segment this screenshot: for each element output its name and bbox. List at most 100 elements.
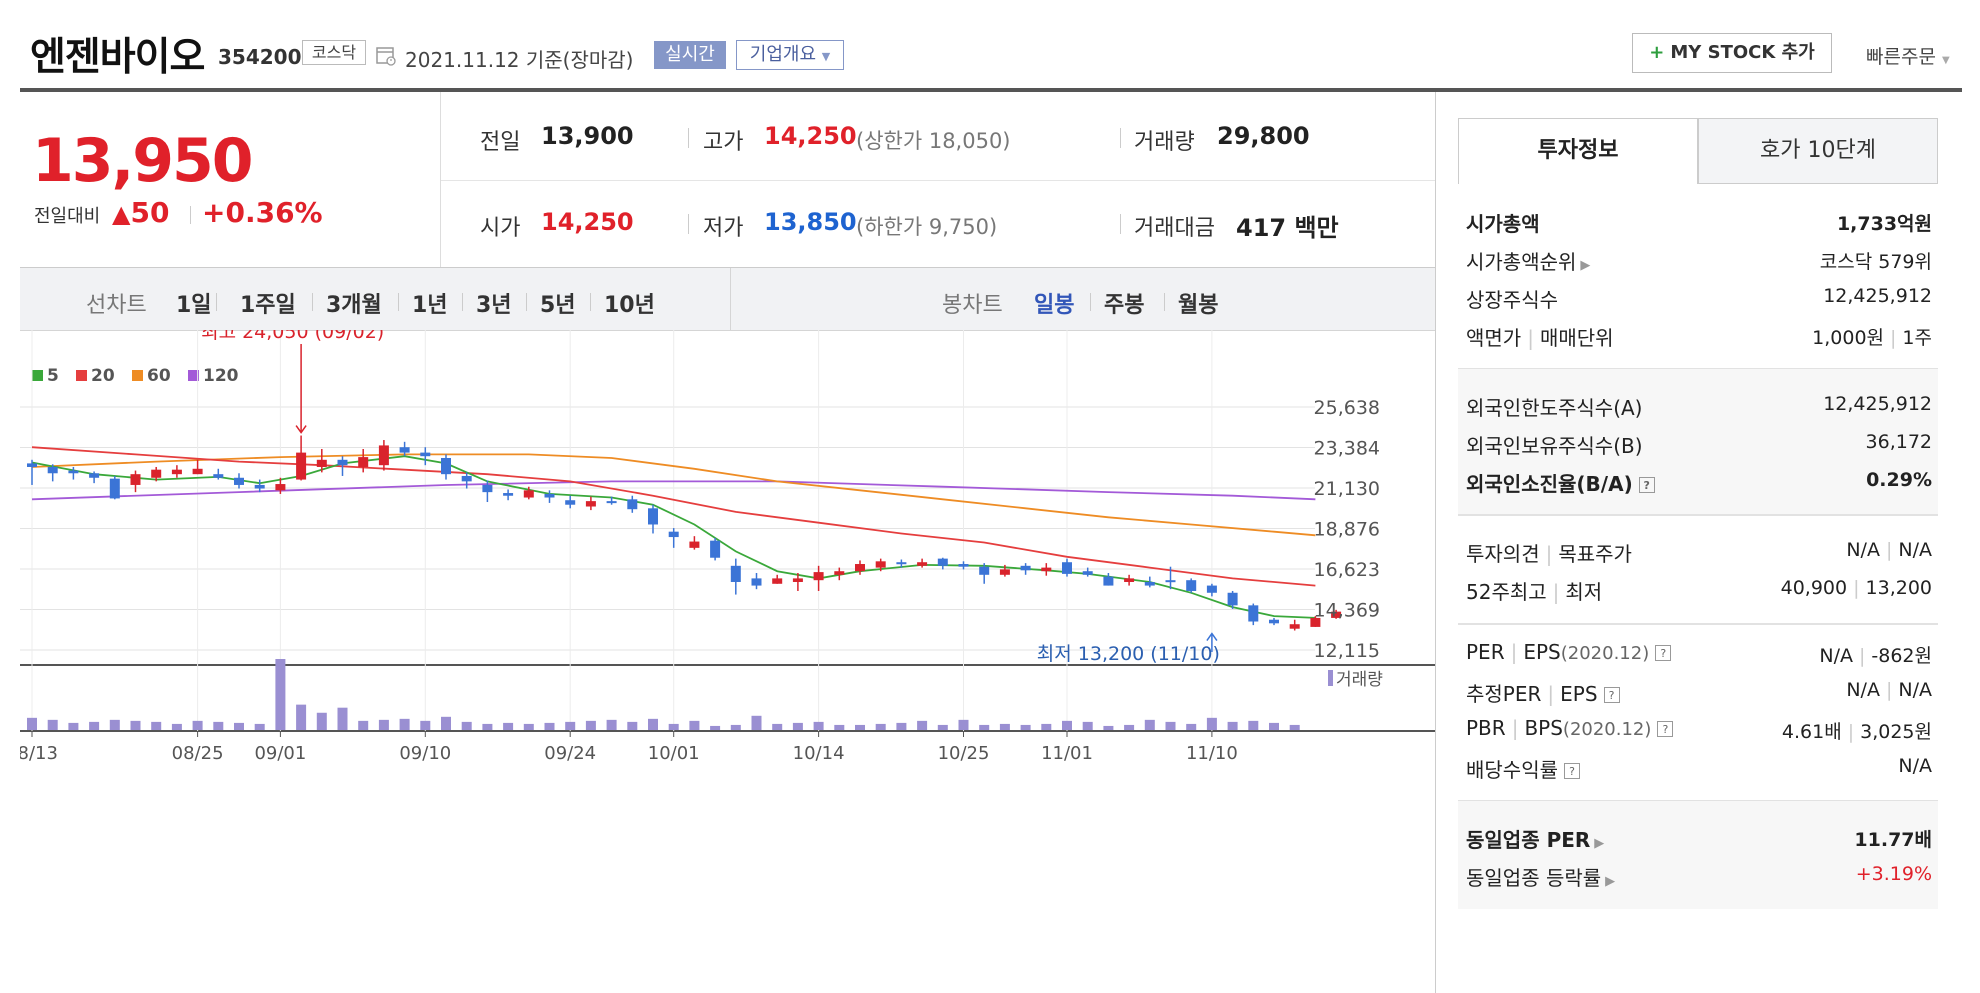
info-label: 시가총액	[1466, 212, 1540, 236]
date-label: 2021.11.12 기준(장마감)	[405, 48, 634, 72]
candles	[27, 435, 1342, 631]
volume-bar	[1165, 721, 1176, 730]
candle-body	[1103, 576, 1114, 586]
sector-group	[1458, 800, 1938, 909]
candle-body	[378, 445, 389, 466]
low-arrow-head	[1206, 632, 1218, 641]
company-info-label: 기업개요	[749, 44, 817, 65]
volume-bar	[378, 719, 389, 730]
volume-bar	[772, 723, 783, 730]
info-row-value: N/A	[1672, 755, 1932, 777]
info-value: N/A	[1819, 645, 1853, 667]
y-tick-label: 18,876	[1314, 519, 1380, 541]
info-row-label: 시가총액	[1466, 208, 1540, 237]
candle-body	[1331, 611, 1342, 618]
foreign-group	[1458, 368, 1938, 514]
legend-swatch-20	[76, 370, 87, 381]
y-tick-label: 25,638	[1314, 397, 1380, 419]
volume-bar	[1186, 723, 1197, 730]
add-mystock-button[interactable]: + MY STOCK 추가	[1632, 33, 1832, 73]
info-label: 52주최고	[1466, 580, 1547, 604]
divider	[312, 293, 313, 311]
candle-body	[896, 562, 907, 565]
candle-daily[interactable]: 일봉	[1034, 293, 1075, 318]
info-value: 40,900	[1780, 577, 1848, 599]
info-row-label[interactable]: 시가총액순위 ▶	[1466, 246, 1590, 275]
candle-chart-label: 봉차트	[942, 293, 1003, 318]
period-3m[interactable]: 3개월	[326, 293, 382, 318]
volume-bar	[937, 724, 948, 730]
candle-monthly[interactable]: 월봉	[1178, 293, 1219, 318]
volume-bar	[1082, 721, 1093, 730]
volume-bar	[1020, 724, 1031, 730]
x-tick-label: 11/10	[1186, 743, 1238, 764]
volume-bar	[151, 721, 162, 730]
candle-body	[27, 463, 37, 467]
info-value: N/A	[1846, 539, 1880, 561]
candle-body	[999, 569, 1010, 575]
volume-bar	[565, 721, 576, 730]
period-1y[interactable]: 1년	[412, 293, 448, 318]
candle-body	[648, 508, 658, 525]
candle-body	[1186, 580, 1197, 591]
help-icon[interactable]: ?	[1564, 763, 1580, 779]
volume-bar	[441, 716, 451, 730]
info-row-label: PBR | BPS(2020.12)?	[1466, 716, 1674, 740]
quick-order-button[interactable]: 빠른주문 ▼	[1866, 42, 1950, 69]
candle-body	[875, 561, 886, 568]
info-row-value: 40,900 | 13,200	[1780, 577, 1932, 599]
divider	[526, 293, 527, 311]
volume-bar	[27, 717, 37, 730]
volume-bar	[1227, 721, 1238, 730]
candle-body	[213, 474, 224, 478]
candle-body	[1289, 624, 1300, 629]
chevron-down-icon: ▼	[1941, 55, 1950, 66]
volume-bar	[316, 712, 327, 730]
candle-body	[544, 493, 555, 498]
help-icon[interactable]: ?	[1603, 687, 1620, 703]
candle-body	[275, 484, 286, 491]
info-value: 1,733억원	[1836, 213, 1932, 235]
info-value: +3.19%	[1855, 863, 1932, 885]
tab-order-book[interactable]: 호가 10단계	[1698, 118, 1938, 184]
candle-weekly[interactable]: 주봉	[1104, 293, 1145, 318]
info-row-label[interactable]: 동일업종 등락률 ▶	[1466, 862, 1615, 891]
open-value: 14,250	[541, 208, 634, 236]
high-annotation: 최고 24,050 (09/02)	[201, 330, 384, 343]
candle-body	[337, 459, 348, 466]
volume-bar	[875, 723, 886, 730]
change-amount-value: 50	[130, 196, 170, 229]
chevron-right-icon: ▶	[1605, 874, 1616, 889]
tab-invest-info[interactable]: 투자정보	[1458, 118, 1698, 184]
period-10y[interactable]: 10년	[604, 293, 655, 318]
candle-body	[420, 452, 431, 457]
candle-body	[606, 501, 617, 504]
divider	[462, 293, 463, 311]
divider	[1458, 514, 1938, 516]
volume-bar	[710, 725, 721, 730]
period-3y[interactable]: 3년	[476, 293, 512, 318]
candle-body	[668, 531, 679, 538]
volume-bar	[958, 719, 969, 730]
period-1w[interactable]: 1주일	[240, 293, 296, 318]
stock-name: 엔젠바이오	[30, 35, 205, 80]
help-icon[interactable]: ?	[1657, 721, 1674, 737]
info-row-label: 외국인한도주식수(A)	[1466, 392, 1643, 421]
volume-bar	[1144, 719, 1155, 730]
help-icon[interactable]: ?	[1655, 645, 1672, 661]
info-row-label[interactable]: 동일업종 PER ▶	[1466, 824, 1604, 853]
period-1d[interactable]: 1일	[176, 293, 212, 318]
volume-bar	[358, 720, 369, 730]
divider	[441, 180, 1436, 181]
help-icon[interactable]: ?	[1638, 477, 1655, 493]
info-row-label: 상장주식수	[1466, 284, 1558, 313]
high-value: 14,250	[764, 122, 857, 150]
company-info-button[interactable]: 기업개요 ▼	[736, 40, 844, 70]
period-5y[interactable]: 5년	[540, 293, 576, 318]
info-row-value: N/A | N/A	[1846, 539, 1932, 561]
chart-labels: 25,638 23,384 21,130 18,876 16,623 14,369 12,1…	[20, 330, 1383, 764]
info-row-value: 1,000원 | 1주	[1812, 327, 1932, 349]
candle-body	[1269, 619, 1279, 624]
realtime-button[interactable]: 실시간	[654, 41, 726, 69]
divider	[730, 268, 731, 330]
